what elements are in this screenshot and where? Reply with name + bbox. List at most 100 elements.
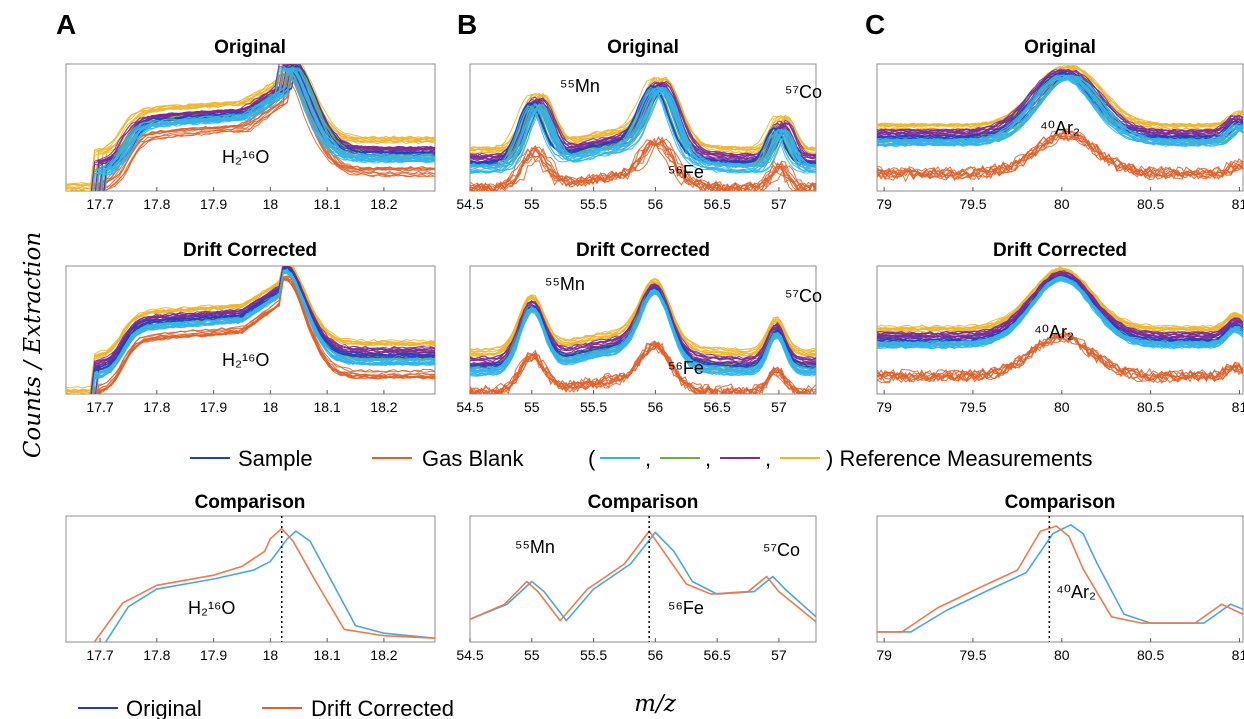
plot-frame: [65, 515, 436, 643]
reference-trace: [877, 273, 1243, 339]
x-tick-label: 79.5: [959, 196, 986, 212]
x-tick-label: 56.5: [704, 196, 731, 212]
x-tick-label: 56.5: [704, 399, 731, 415]
legend-ref-comma: ,: [765, 446, 771, 471]
legend-reference-label: ) Reference Measurements: [826, 446, 1093, 471]
panel-title: Original: [214, 37, 286, 58]
reference-trace: [470, 138, 812, 191]
reference-trace: [66, 266, 435, 393]
peak-annotation: ⁵⁶Fe: [668, 162, 704, 182]
x-tick-label: 55: [524, 647, 540, 663]
x-tick-label: 17.7: [86, 196, 113, 212]
reference-trace: [877, 74, 1243, 144]
x-tick-label: 54.5: [456, 196, 483, 212]
peak-annotation: ⁵⁶Fe: [668, 598, 704, 618]
reference-trace: [470, 86, 816, 169]
peak-annotation: ⁵⁷Co: [763, 540, 800, 560]
reference-trace: [470, 342, 813, 394]
reference-trace: [470, 284, 816, 361]
reference-trace: [92, 269, 435, 394]
reference-trace: [95, 266, 435, 394]
reference-trace: [877, 71, 1243, 136]
x-tick-label: 17.7: [86, 399, 113, 415]
reference-trace: [66, 266, 435, 394]
x-tick-label: 17.9: [200, 647, 227, 663]
reference-trace: [102, 78, 435, 191]
plot-frame: [876, 515, 1244, 643]
reference-trace: [97, 73, 435, 191]
legend-sample-label: Sample: [238, 446, 313, 471]
panel-A-original: Original 17.7 17.8 17.9 18 18.1 18.2 H₂¹⁶O: [65, 37, 436, 212]
x-tick-label: 55.5: [580, 647, 607, 663]
x-tick-label: 80.5: [1137, 399, 1164, 415]
x-axis-label: m/z: [634, 691, 677, 717]
x-tick-label: 17.7: [86, 647, 113, 663]
reference-trace: [100, 70, 435, 191]
reference-trace: [877, 69, 1243, 132]
reference-trace: [97, 275, 435, 394]
reference-trace: [90, 266, 435, 394]
legend-drift-label: Drift Corrected: [311, 696, 454, 719]
reference-trace: [90, 64, 435, 191]
x-tick-label: 79: [876, 399, 892, 415]
plot-frame: [65, 265, 436, 395]
reference-trace: [877, 331, 1243, 381]
reference-trace: [877, 74, 1243, 142]
reference-trace: [877, 131, 1243, 180]
x-tick-label: 17.9: [200, 399, 227, 415]
panel-letter-b: B: [457, 9, 477, 40]
reference-trace: [103, 66, 435, 191]
reference-trace: [93, 275, 435, 394]
reference-trace: [877, 268, 1243, 331]
plot-frame: [469, 265, 817, 395]
peak-annotation: ⁵⁷Co: [785, 82, 822, 102]
peak-annotation: ⁵⁵Mn: [515, 537, 555, 557]
plot-lines: [877, 524, 1243, 633]
reference-trace: [470, 136, 816, 191]
x-tick-label: 17.8: [143, 399, 170, 415]
panel-B-original: Original 54.5 55 55.5 56 56.5 57 ⁵⁵Mn ⁵⁶Fe ⁵⁷Co: [456, 37, 822, 212]
reference-trace: [877, 72, 1243, 138]
legend-ref-comma: ,: [645, 446, 651, 471]
x-tick-label: 80.5: [1137, 196, 1164, 212]
panel-B-comparison: Comparison 54.5 55 55.5 56 56.5 57 ⁵⁵Mn ⁵⁶Fe ⁵⁷Co: [456, 492, 817, 663]
x-tick-label: 54.5: [456, 647, 483, 663]
x-tick-label: 81: [1232, 647, 1244, 663]
x-tick-label: 18.1: [314, 647, 341, 663]
reference-trace: [470, 290, 816, 374]
x-tick-label: 56: [648, 647, 664, 663]
panel-title: Drift Corrected: [993, 240, 1127, 261]
panel-A-comparison: Comparison 17.7 17.8 17.9 18 18.1 18.2 H₂¹⁶O: [65, 492, 436, 663]
series-line-drift-corrected: [877, 525, 1243, 633]
reference-trace: [877, 275, 1243, 341]
series-line-original: [105, 530, 435, 642]
peak-annotation: ⁴⁰Ar₂: [1056, 582, 1096, 602]
plot-lines: [470, 277, 816, 394]
reference-trace: [470, 76, 816, 150]
reference-trace: [96, 69, 435, 191]
reference-trace: [90, 266, 435, 394]
reference-trace: [470, 279, 816, 353]
plot-lines: [66, 64, 435, 191]
x-tick-label: 79: [876, 647, 892, 663]
x-tick-label: 17.8: [143, 647, 170, 663]
series-line-original: [470, 531, 816, 622]
reference-trace: [470, 91, 816, 174]
panel-C-comparison: Comparison 79 79.5 80 80.5 81 ⁴⁰Ar₂: [876, 492, 1244, 663]
x-tick-label: 18: [263, 399, 279, 415]
panel-title: Drift Corrected: [183, 240, 317, 261]
reference-trace: [470, 288, 816, 370]
legend-gas-blank-label: Gas Blank: [422, 446, 524, 471]
reference-trace: [877, 270, 1243, 336]
panel-title: Comparison: [588, 492, 699, 513]
x-tick-label: 57: [771, 196, 787, 212]
reference-trace: [103, 64, 435, 191]
plot-lines: [877, 64, 1243, 183]
x-tick-label: 18.2: [370, 399, 397, 415]
peak-annotation: ⁵⁶Fe: [668, 358, 704, 378]
reference-trace: [101, 72, 435, 191]
reference-trace: [877, 333, 1243, 383]
x-tick-label: 18.2: [370, 647, 397, 663]
peak-annotation: ⁴⁰Ar₂: [1034, 322, 1074, 342]
